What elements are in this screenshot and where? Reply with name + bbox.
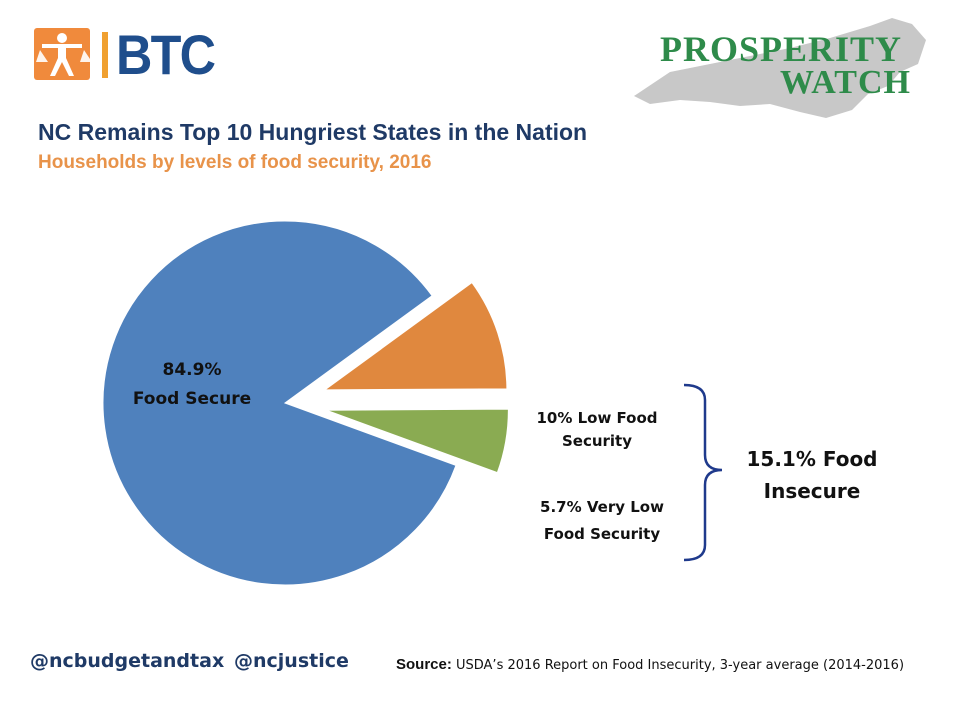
source-text: USDA’s 2016 Report on Food Insecurity, 3… <box>451 658 905 673</box>
very-low-food-security-line1: 5.7% Very Low <box>540 498 664 516</box>
food-insecure-annotation: 15.1% Food Insecure <box>722 443 902 507</box>
low-food-security-line1: 10% Low Food <box>536 409 658 427</box>
pie-slices <box>102 220 509 586</box>
low-food-security-label: 10% Low Food Security <box>518 407 676 453</box>
prosperity-watch-logo: PROSPERITY WATCH <box>630 14 930 124</box>
food-secure-name: Food Secure <box>132 389 252 409</box>
food-insecure-line2: Insecure <box>763 479 861 503</box>
btc-justice-figure-icon <box>34 28 90 80</box>
food-insecure-bracket <box>683 383 723 562</box>
btc-logo: BTC <box>34 23 224 86</box>
food-insecure-line1: 15.1% Food <box>746 447 878 471</box>
nc-map-icon <box>634 18 926 118</box>
food-secure-label: 84.9% Food Secure <box>118 356 266 414</box>
twitter-handle-ncbudgetandtax[interactable]: @ncbudgetandtax <box>30 650 225 672</box>
food-secure-value: 84.9% <box>162 360 222 380</box>
pie-slice-security <box>323 281 508 391</box>
source-note: Source: USDA’s 2016 Report on Food Insec… <box>396 656 904 673</box>
pie-slice-food-secure <box>102 220 457 586</box>
btc-logo-text: BTC <box>116 23 216 86</box>
very-low-food-security-line2: Food Security <box>543 525 661 543</box>
prosperity-logo-line1: PROSPERITY <box>660 29 903 69</box>
pie-slice-food-security <box>326 408 509 474</box>
source-label: Source: <box>396 656 452 673</box>
prosperity-logo-line2: WATCH <box>780 64 911 101</box>
chart-title: NC Remains Top 10 Hungriest States in th… <box>38 119 588 145</box>
very-low-food-security-label: 5.7% Very Low Food Security <box>522 494 682 548</box>
low-food-security-line2: Security <box>561 432 633 450</box>
btc-divider-bar <box>102 32 108 78</box>
twitter-handle-ncjustice[interactable]: @ncjustice <box>234 650 349 672</box>
chart-subtitle: Households by levels of food security, 2… <box>38 152 432 173</box>
